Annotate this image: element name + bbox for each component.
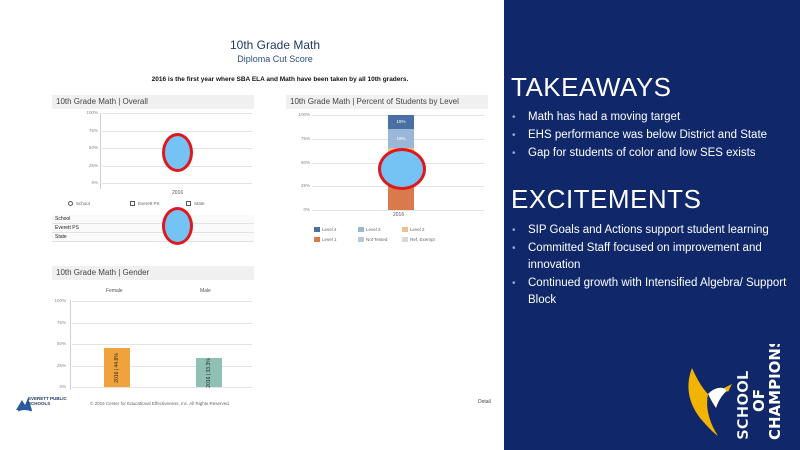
y-tick-label: 50% (300, 159, 310, 165)
dashboard-screenshot: 10th Grade Math Diploma Cut Score 2016 i… (16, 38, 491, 412)
gender-category-female: Female (106, 288, 123, 294)
gender-bar (196, 358, 222, 387)
y-tick-label: 25% (56, 362, 66, 368)
legend-swatch (358, 237, 364, 242)
y-tick-label: 25% (88, 162, 98, 168)
takeaways-heading: TAKEAWAYS (511, 72, 672, 102)
redaction-circle (378, 148, 426, 190)
table-row: School (52, 215, 254, 224)
legend-swatch (402, 237, 408, 242)
y-tick-label: 50% (56, 341, 66, 346)
gridline (102, 113, 252, 114)
list-item: Committed Staff focused on improvement a… (510, 240, 798, 274)
legend-swatch (314, 237, 320, 242)
legend-label: Ref, Exempt (410, 237, 435, 242)
everett-logo (16, 398, 33, 412)
bar-segment (388, 115, 414, 130)
bar-value-label: 2016 | 44.8% (114, 353, 120, 383)
y-tick-label: 0% (91, 180, 98, 185)
eagle-icon (688, 368, 718, 436)
list-item: Continued growth with Intensified Algebr… (510, 275, 798, 309)
legend-label: Level 1 (322, 237, 337, 242)
legend-swatch (130, 201, 135, 206)
redaction-circle (162, 207, 193, 245)
gridline (72, 365, 252, 367)
gender-axis-line (70, 300, 71, 390)
legend-label: Not Tested (366, 237, 388, 242)
legend-label: Level 2 (410, 227, 425, 232)
y-tick-label: 100% (298, 112, 310, 117)
bar-segment-label: 19% (396, 135, 406, 141)
list-item: Gap for students of color and low SES ex… (510, 145, 798, 162)
bar-segment-label: 15% (396, 119, 406, 125)
table-row: State (52, 233, 254, 242)
y-tick-label: 25% (300, 183, 310, 189)
list-item: Math has had a moving target (510, 109, 798, 126)
gridline (312, 210, 484, 211)
table-row: Everett PS (52, 224, 254, 233)
overall-panel-title: 10th Grade Math | Overall (52, 95, 254, 109)
gender-bar (104, 348, 130, 387)
legend-swatch (402, 227, 408, 232)
overall-x-label: 2016 (172, 190, 184, 196)
excitements-list: SIP Goals and Actions support student le… (510, 222, 798, 310)
logo-text: EVERETT PUBLIC SCHOOLS (28, 396, 67, 406)
y-tick-label: 0% (303, 207, 310, 212)
school-of-champions-badge: SCHOOL OF CHAMPIONS (678, 344, 800, 444)
badge-word-of: OF (750, 389, 768, 412)
legend-swatch (314, 227, 320, 232)
legend-label: Level 3 (366, 227, 381, 232)
badge-word-champions: CHAMPIONS (766, 344, 784, 440)
legend-label: School (76, 201, 90, 206)
footer-detail[interactable]: Detail (478, 399, 491, 405)
excitements-heading: EXCITEMENTS (511, 184, 702, 214)
y-tick-label: 100% (54, 298, 66, 303)
legend-label: State (194, 201, 205, 206)
list-item: SIP Goals and Actions support student le… (510, 222, 798, 239)
gridline (72, 344, 252, 345)
overall-axis-line (100, 113, 101, 189)
bar-value-label: 2016 | 33.3% (206, 357, 212, 388)
gridline (102, 130, 252, 132)
legend-swatch (358, 227, 364, 232)
gender-category-male: Male (200, 288, 211, 294)
list-item: EHS performance was below District and S… (510, 127, 798, 144)
bar-segment (388, 129, 414, 149)
y-tick-label: 75% (88, 127, 98, 133)
level-x-label: 2016 (393, 212, 405, 218)
level-panel-title: 10th Grade Math | Percent of Students by… (286, 95, 488, 109)
y-tick-label: 50% (88, 145, 98, 150)
gridline (72, 322, 252, 324)
y-tick-label: 0% (59, 384, 66, 389)
legend-label: Level 4 (322, 227, 337, 232)
badge-word-school: SCHOOL (734, 370, 752, 440)
y-tick-label: 75% (56, 319, 66, 325)
dashboard-title: 10th Grade Math (229, 38, 321, 52)
y-tick-label: 100% (86, 110, 98, 115)
dashboard-subtitle: Diploma Cut Score (237, 54, 313, 64)
takeaways-list: Math has had a moving target EHS perform… (510, 109, 798, 163)
legend-swatch (186, 201, 191, 206)
y-tick-label: 75% (300, 135, 310, 141)
redaction-circle (162, 133, 193, 172)
legend-label: Everett PS (138, 201, 160, 206)
legend-swatch (68, 201, 73, 206)
gender-panel-title: 10th Grade Math | Gender (52, 266, 254, 280)
gridline (102, 183, 252, 184)
gridline (72, 301, 252, 302)
dashboard-note: 2016 is the first year where SBA ELA and… (151, 76, 409, 83)
gridline (72, 387, 252, 388)
footer-copyright: © 2016 Center for Educational Effectiven… (90, 401, 231, 406)
